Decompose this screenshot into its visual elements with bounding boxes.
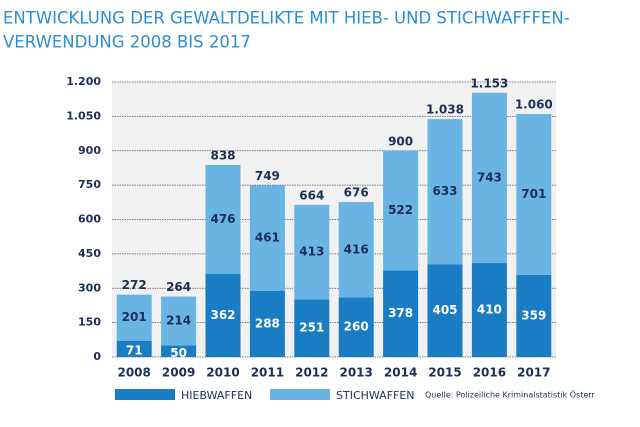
bar-segment [116, 294, 152, 341]
total-label: 1.153 [470, 76, 508, 90]
x-tick-label: 2010 [206, 366, 239, 380]
y-tick-label: 450 [78, 247, 101, 260]
segment-label: 522 [388, 203, 413, 217]
bar-segment [294, 299, 330, 357]
total-label: 272 [122, 278, 147, 292]
total-label: 676 [344, 186, 369, 200]
total-label: 664 [299, 188, 324, 202]
bar-segment [383, 270, 419, 357]
bar-segment [338, 202, 374, 298]
legend-label: STICHWAFFEN [336, 389, 415, 402]
segment-label: 461 [255, 231, 280, 245]
chart-title: VERWENDUNG 2008 BIS 2017 [3, 33, 251, 52]
legend-swatch [115, 389, 175, 400]
segment-label: 410 [477, 303, 502, 317]
bar-segment [471, 263, 507, 357]
segment-label: 214 [166, 314, 191, 328]
total-label: 838 [210, 148, 235, 162]
legend-swatch [270, 389, 330, 400]
bar-segment [294, 204, 330, 300]
total-label: 264 [166, 280, 191, 294]
y-tick-label: 0 [93, 350, 101, 363]
bar-segment [249, 291, 285, 357]
x-tick-label: 2013 [339, 366, 372, 380]
bar-segment [471, 92, 507, 264]
y-tick-label: 900 [78, 144, 101, 157]
segment-label: 405 [432, 303, 457, 317]
x-tick-label: 2012 [295, 366, 328, 380]
segment-label: 288 [255, 317, 280, 331]
x-tick-label: 2008 [117, 366, 150, 380]
segment-label: 413 [299, 245, 324, 259]
segment-label: 476 [210, 212, 235, 226]
total-label: 900 [388, 134, 413, 148]
x-tick-label: 2016 [473, 366, 506, 380]
y-tick-label: 750 [78, 178, 101, 191]
x-tick-label: 2011 [251, 366, 284, 380]
segment-label: 201 [122, 310, 147, 324]
segment-label: 362 [210, 308, 235, 322]
segment-label: 359 [521, 308, 546, 322]
bar-segment [427, 119, 463, 265]
total-label: 1.060 [515, 98, 553, 112]
total-label: 749 [255, 169, 280, 183]
chart-title: ENTWICKLUNG DER GEWALTDELIKTE MIT HIEB- … [3, 9, 570, 28]
bar-segment [205, 164, 241, 275]
segment-label: 260 [344, 320, 369, 334]
y-tick-label: 1.200 [66, 75, 101, 88]
bar-segment [161, 345, 197, 357]
total-label: 1.038 [426, 103, 464, 117]
segment-label: 251 [299, 321, 324, 335]
bar-segment [249, 185, 285, 291]
bar-segment [205, 274, 241, 357]
segment-label: 701 [521, 187, 546, 201]
legend-label: HIEBWAFFEN [181, 389, 252, 402]
bar-segment [161, 296, 197, 346]
x-tick-label: 2015 [428, 366, 461, 380]
bar-segment [516, 274, 552, 357]
segment-label: 50 [170, 346, 187, 360]
segment-label: 743 [477, 170, 502, 184]
segment-label: 633 [432, 184, 457, 198]
bar-segment [338, 297, 374, 357]
bar-segment [116, 340, 152, 357]
bar-segment [383, 150, 419, 271]
segment-label: 416 [344, 242, 369, 256]
segment-label: 71 [126, 343, 143, 357]
y-tick-label: 150 [78, 316, 101, 329]
y-tick-label: 600 [78, 213, 101, 226]
bar-segment [516, 114, 552, 275]
bar-segment [427, 264, 463, 357]
source: Quelle: Polizeiliche Kriminalstatistik Ö… [425, 390, 595, 400]
x-tick-label: 2009 [162, 366, 195, 380]
y-tick-label: 1.050 [66, 109, 101, 122]
x-tick-label: 2017 [517, 366, 550, 380]
segment-label: 378 [388, 306, 413, 320]
y-tick-label: 300 [78, 281, 101, 294]
x-tick-label: 2014 [384, 366, 417, 380]
